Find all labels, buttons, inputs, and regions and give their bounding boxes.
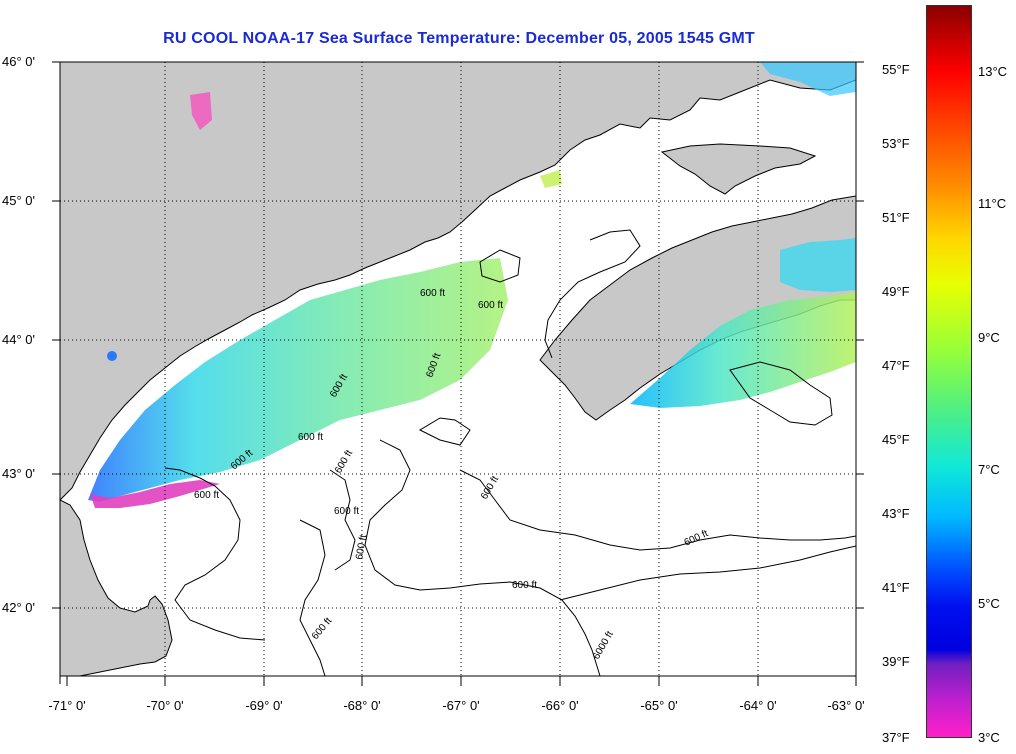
- sst-patch-north: [760, 62, 856, 96]
- lon-label: -65° 0': [640, 698, 678, 713]
- sst-patch-gulf-of-maine: [88, 258, 508, 502]
- lon-label: -71° 0': [48, 698, 86, 713]
- land-pei: [660, 143, 817, 195]
- axis-ticks: [52, 61, 864, 686]
- colorbar-f-label: 41°F: [882, 580, 910, 595]
- land-mainland: [60, 62, 856, 501]
- colorbar-f-label: 39°F: [882, 654, 910, 669]
- colorbar-f-label: 51°F: [882, 210, 910, 225]
- lat-label: 46° 0': [2, 54, 35, 69]
- lon-label: -69° 0': [245, 698, 283, 713]
- contour-label: 600 ft: [334, 506, 359, 517]
- lon-label: -63° 0': [827, 698, 865, 713]
- lon-label: -66° 0': [541, 698, 579, 713]
- lat-label: 44° 0': [2, 332, 35, 347]
- colorbar-f-label: 53°F: [882, 136, 910, 151]
- contour-label: 600 ft: [298, 432, 323, 443]
- colorbar-f-label: 45°F: [882, 432, 910, 447]
- map-title: RU COOL NOAA-17 Sea Surface Temperature:…: [163, 30, 755, 47]
- sst-patch-scotian-shelf: [630, 292, 856, 408]
- colorbar-c-label: 11°C: [978, 196, 1007, 211]
- colorbar-c-label: 13°C: [978, 64, 1008, 79]
- contour-label: 600 ft: [478, 300, 503, 311]
- contour-label: 600 ft: [354, 534, 369, 561]
- colorbar-f-label: 49°F: [882, 284, 910, 299]
- map-frame: [59, 61, 857, 677]
- lat-label: 45° 0': [2, 193, 35, 208]
- colorbar-c-label: 3°C: [978, 730, 1000, 745]
- colorbar-f-label: 47°F: [882, 358, 910, 373]
- sst-patch-inland-1: [190, 92, 212, 130]
- colorbar-c-label: 5°C: [978, 596, 1000, 611]
- land-massachusetts: [60, 499, 173, 676]
- contour-label: 600 ft: [194, 490, 219, 501]
- lon-label: -70° 0': [146, 698, 184, 713]
- contour-label: 600 ft: [512, 580, 537, 591]
- sst-patch-cape-breton: [780, 238, 856, 292]
- colorbar-c-label: 9°C: [978, 330, 1000, 345]
- sst-data: [88, 62, 856, 508]
- temperature-colorbar: [926, 5, 972, 738]
- lon-label: -64° 0': [739, 698, 777, 713]
- lat-label: 43° 0': [2, 466, 35, 481]
- contour-label: 600 ft: [420, 288, 445, 299]
- sst-patch-lake: [107, 351, 117, 361]
- sst-patch-inland-2: [540, 170, 562, 188]
- lat-label: 42° 0': [2, 600, 35, 615]
- bathymetry-contours: [164, 229, 856, 676]
- colorbar-f-label: 55°F: [882, 62, 910, 77]
- lon-label: -67° 0': [442, 698, 480, 713]
- colorbar-c-label: 7°C: [978, 462, 1000, 477]
- colorbar-f-label: 37°F: [882, 730, 910, 745]
- sst-patch-cold-coastal: [90, 480, 220, 508]
- lon-label: -68° 0': [343, 698, 381, 713]
- graticule: [60, 62, 856, 676]
- colorbar-f-label: 43°F: [882, 506, 910, 521]
